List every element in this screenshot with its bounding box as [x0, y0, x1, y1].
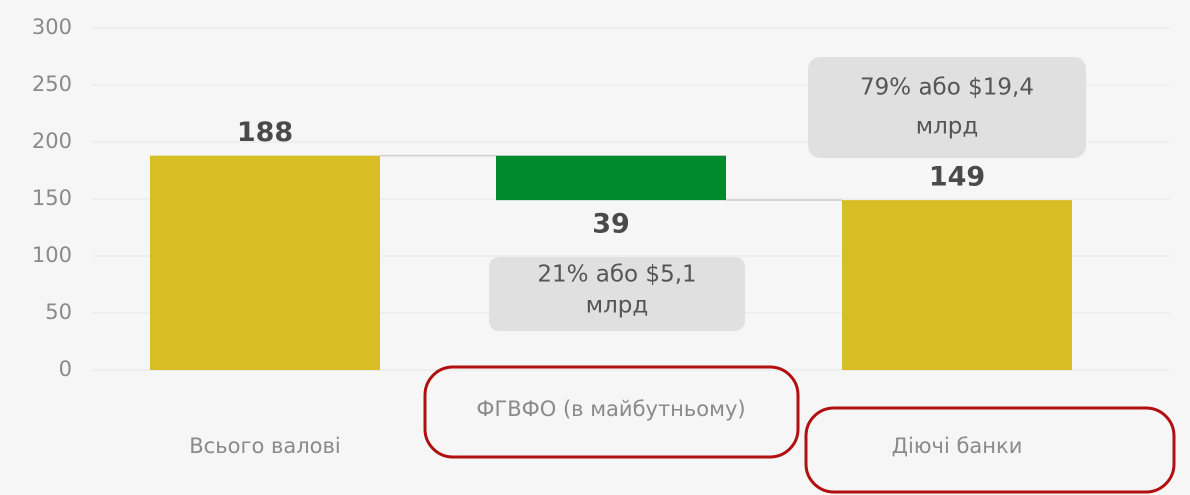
- y-tick-label: 200: [32, 129, 72, 153]
- y-tick-label: 100: [32, 243, 72, 267]
- annotation: 79% або $19,4: [860, 75, 1034, 101]
- x-tick-label: Всього валові: [189, 434, 340, 458]
- highlight-outline: [423, 365, 800, 459]
- highlight-outline: [804, 406, 1176, 494]
- annotation-box: [489, 257, 745, 331]
- value-label: 39: [592, 209, 630, 240]
- bar: [842, 200, 1072, 370]
- annotation: млрд: [586, 293, 649, 319]
- y-tick-label: 300: [32, 15, 72, 39]
- bar: [150, 155, 380, 370]
- y-tick-label: 50: [45, 300, 72, 324]
- x-tick-label: ФГВФО (в майбутньому): [476, 397, 745, 421]
- annotation-box: [808, 57, 1086, 158]
- annotation: 21% або $5,1: [537, 262, 696, 288]
- y-tick-label: 150: [32, 186, 72, 210]
- x-tick-label: Діючі банки: [892, 434, 1023, 458]
- y-tick-label: 0: [59, 357, 72, 381]
- bar: [496, 155, 726, 201]
- value-label: 188: [237, 117, 293, 148]
- y-tick-label: 250: [32, 72, 72, 96]
- annotation: млрд: [916, 114, 979, 140]
- value-label: 149: [929, 162, 985, 193]
